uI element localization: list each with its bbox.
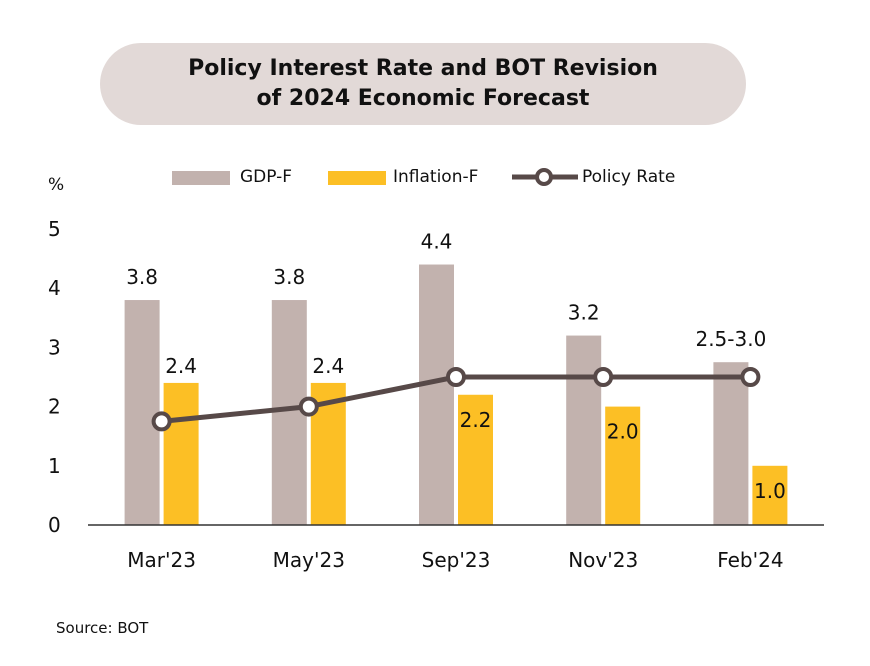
inflation-bar	[752, 465, 788, 525]
inflation-data-label: 2.4	[312, 354, 344, 378]
inflation-bar	[458, 394, 493, 525]
policy-rate-point	[151, 411, 172, 432]
y-tick-label: 3	[48, 335, 61, 359]
gdp-data-label: 3.8	[273, 265, 305, 289]
policy-rate-point	[593, 367, 614, 387]
x-tick-label: Feb'24	[717, 548, 783, 572]
inflation-data-label: 1.0	[754, 479, 786, 503]
y-tick-label: 1	[48, 454, 61, 478]
y-axis-ticks: 0 1 2 3 4 5	[48, 217, 61, 537]
legend-swatch-gdp	[172, 171, 230, 185]
inflation-bars	[163, 382, 788, 525]
chart-title-line-2: of 2024 Economic Forecast	[256, 86, 590, 111]
gdp-data-label: 3.8	[126, 265, 158, 289]
legend-marker-policy	[535, 168, 553, 186]
inflation-data-label: 2.0	[607, 420, 639, 444]
legend-label-policy: Policy Rate	[582, 167, 675, 187]
policy-rate-series	[151, 367, 761, 432]
x-tick-label: Nov'23	[568, 548, 638, 572]
y-axis-unit: %	[48, 175, 64, 195]
inflation-data-labels: 2.4 2.4 2.2 2.0 1.0	[165, 354, 786, 503]
gdp-data-label: 4.4	[421, 230, 453, 254]
legend-swatch-inflation	[328, 171, 386, 185]
inflation-data-label: 2.4	[165, 354, 197, 378]
policy-rate-point	[298, 396, 319, 417]
inflation-bar	[605, 406, 641, 525]
inflation-bar	[163, 382, 199, 525]
gdp-bar	[419, 264, 454, 525]
y-tick-label: 0	[48, 513, 61, 537]
gdp-bar	[566, 335, 602, 525]
y-tick-label: 5	[48, 217, 61, 241]
gdp-data-labels: 3.8 3.8 4.4 3.2 2.5-3.0	[126, 230, 766, 352]
legend: GDP-F Inflation-F Policy Rate	[172, 167, 675, 187]
gdp-bar	[713, 362, 749, 525]
source-note: Source: BOT	[56, 619, 149, 637]
inflation-data-label: 2.2	[460, 408, 492, 432]
gdp-bars	[124, 264, 749, 525]
y-tick-label: 4	[48, 276, 61, 300]
legend-label-inflation: Inflation-F	[393, 167, 478, 187]
gdp-bar	[124, 300, 160, 525]
gdp-data-label: 2.5-3.0	[695, 327, 766, 351]
x-tick-label: Sep'23	[422, 548, 491, 572]
policy-rate-point	[446, 367, 466, 387]
x-axis-ticks: Mar'23 May'23 Sep'23 Nov'23 Feb'24	[127, 548, 783, 572]
y-tick-label: 2	[48, 395, 61, 419]
chart-title-line-1: Policy Interest Rate and BOT Revision	[188, 56, 658, 81]
x-tick-label: May'23	[273, 548, 345, 572]
gdp-data-label: 3.2	[568, 301, 600, 325]
policy-rate-point	[740, 367, 761, 387]
legend-label-gdp: GDP-F	[240, 167, 292, 187]
x-tick-label: Mar'23	[127, 548, 196, 572]
chart-title-box: Policy Interest Rate and BOT Revision of…	[100, 43, 746, 125]
